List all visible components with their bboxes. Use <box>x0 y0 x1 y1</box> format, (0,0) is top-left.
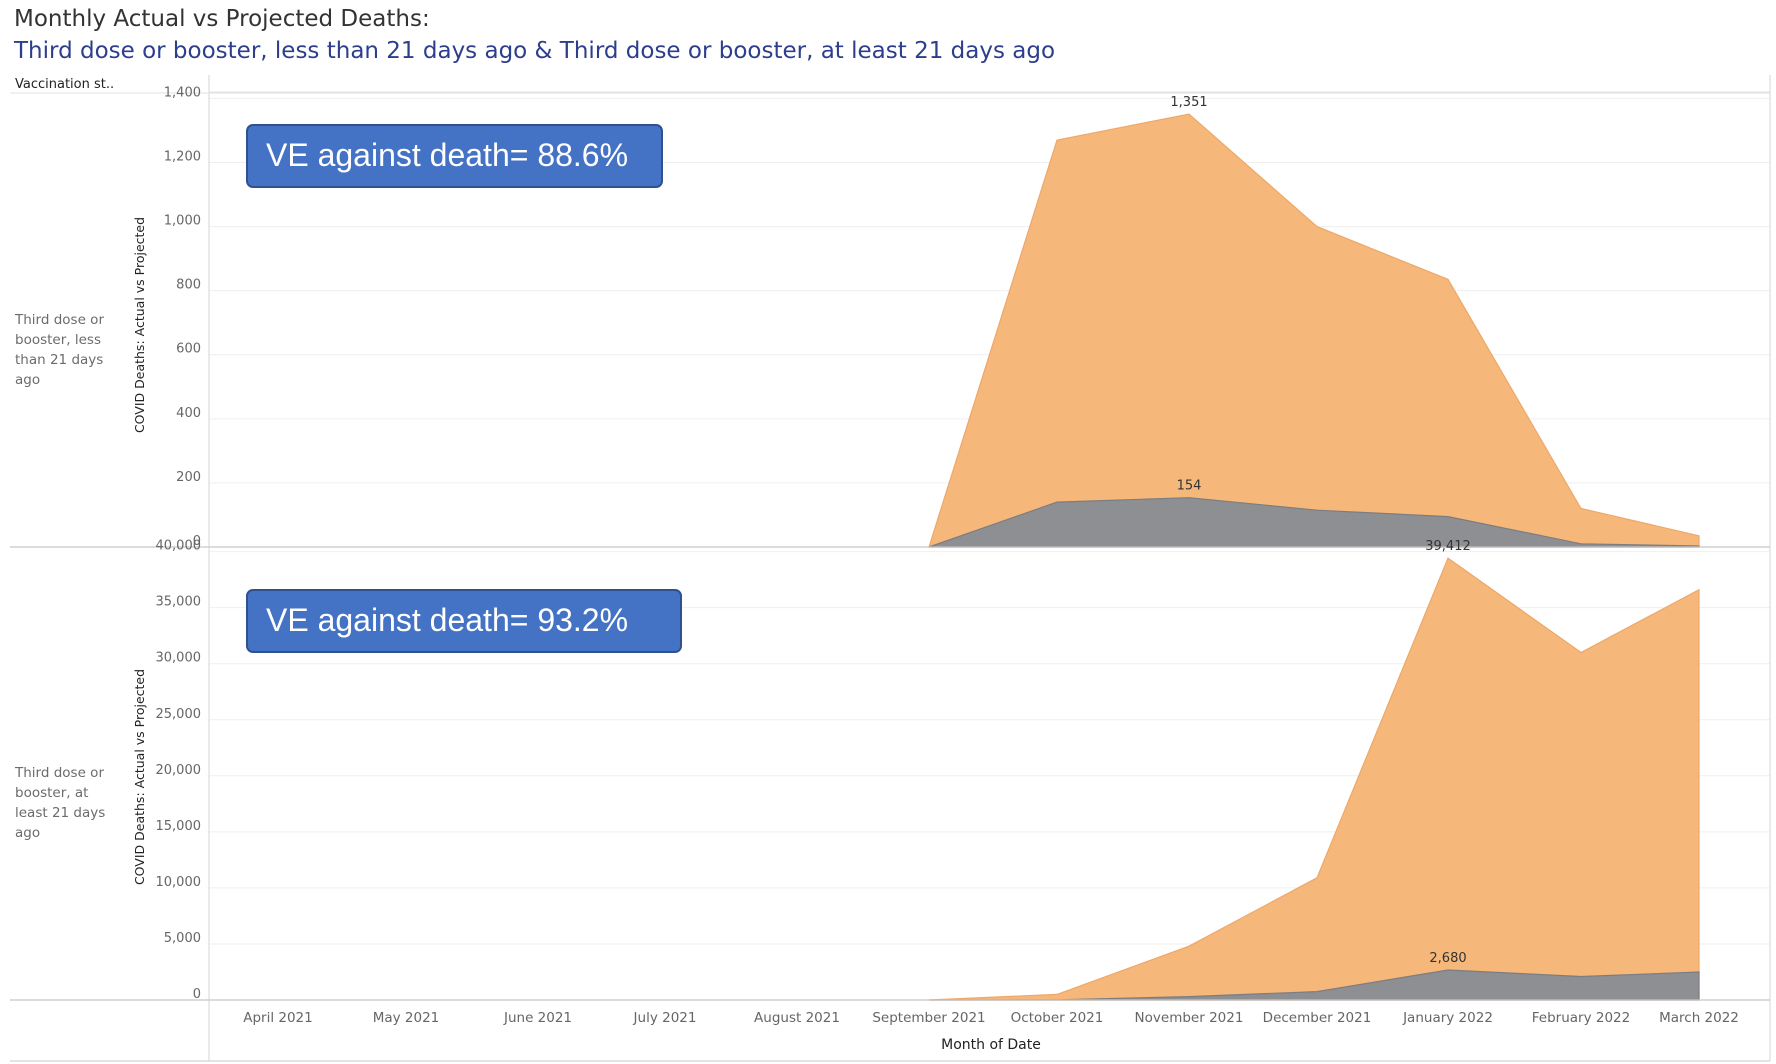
x-tick-label: December 2021 <box>1263 1010 1372 1026</box>
y-tick-label: 15,000 <box>156 819 202 834</box>
y-axis-title-bottom: COVID Deaths: Actual vs Projected <box>132 669 147 885</box>
projected-area-less-than-21-days <box>928 113 1700 548</box>
y-tick-label: 40,000 <box>156 539 202 554</box>
x-tick-label: April 2021 <box>243 1010 313 1026</box>
ve-annotation-bottom: VE against death= 93.2% <box>246 589 682 653</box>
x-tick-label: August 2021 <box>754 1010 840 1026</box>
x-tick-labels: April 2021 May 2021 June 2021 July 2021 Augu… <box>243 1010 1739 1026</box>
actual-area-at-least-21-days <box>928 969 1700 1001</box>
y-tick-label: 1,000 <box>164 214 201 229</box>
y-tick-labels: 0 200 400 600 800 1,000 1,200 1,400 0 5,000 10,000… <box>156 85 202 1002</box>
x-tick-label: November 2021 <box>1135 1010 1244 1026</box>
x-tick-label: January 2022 <box>1402 1010 1493 1026</box>
x-tick-label: September 2021 <box>872 1010 985 1026</box>
x-axis-title: Month of Date <box>941 1037 1041 1053</box>
projected-area-at-least-21-days <box>928 557 1700 1001</box>
x-tick-label: March 2022 <box>1659 1010 1739 1026</box>
y-tick-label: 10,000 <box>156 875 202 890</box>
y-tick-label: 1,400 <box>164 85 201 100</box>
y-tick-label: 800 <box>176 278 201 293</box>
x-tick-label: October 2021 <box>1011 1010 1104 1026</box>
data-label: 154 <box>1177 479 1202 494</box>
data-label: 39,412 <box>1425 539 1471 554</box>
x-tick-label: July 2021 <box>633 1010 697 1026</box>
row-label-less-than-21-days: Third dose or booster, less than 21 days… <box>15 312 104 388</box>
x-tick-label: May 2021 <box>373 1010 440 1026</box>
x-tick-label: February 2022 <box>1532 1010 1630 1026</box>
chart-title: Monthly Actual vs Projected Deaths: <box>14 6 430 32</box>
y-tick-label: 20,000 <box>156 763 202 778</box>
row-label-at-least-21-days: Third dose or booster, at least 21 days … <box>15 765 106 841</box>
data-label: 1,351 <box>1170 95 1207 110</box>
y-tick-label: 5,000 <box>164 931 201 946</box>
y-tick-label: 200 <box>176 470 201 485</box>
y-tick-label: 30,000 <box>156 651 202 666</box>
y-tick-label: 1,200 <box>164 149 201 164</box>
data-labels: 1,351 154 39,412 2,680 <box>1170 95 1470 966</box>
areas <box>928 113 1700 1001</box>
y-tick-label: 0 <box>193 987 201 1002</box>
y-tick-label: 600 <box>176 342 201 357</box>
chart-frame <box>10 75 1771 1062</box>
y-tick-label: 35,000 <box>156 595 202 610</box>
y-tick-label: 400 <box>176 406 201 421</box>
y-tick-label: 0 <box>193 534 201 549</box>
x-tick-label: June 2021 <box>503 1010 572 1026</box>
y-axis-title-top: COVID Deaths: Actual vs Projected <box>132 217 147 433</box>
ve-annotation-top: VE against death= 88.6% <box>246 124 663 188</box>
chart-subtitle: Third dose or booster, less than 21 days… <box>14 38 1056 64</box>
y-tick-label: 25,000 <box>156 707 202 722</box>
row-header[interactable]: Vaccination st.. <box>15 77 115 92</box>
data-label: 2,680 <box>1429 951 1466 966</box>
